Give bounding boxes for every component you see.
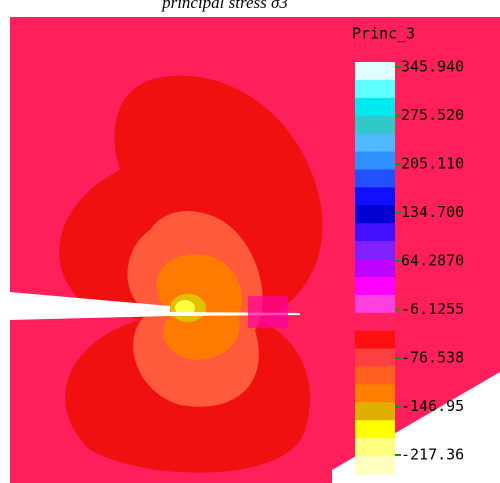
colorbar-tick-label: -217.36 [401, 446, 464, 464]
crack-tip-zone [248, 296, 288, 328]
colorbar-swatch [355, 223, 395, 242]
colorbar-swatch [355, 366, 395, 385]
contour-yellow [175, 300, 195, 316]
colorbar-swatch [355, 348, 395, 368]
colorbar-swatch [355, 115, 395, 135]
colorbar-swatch [355, 402, 395, 421]
colorbar-tick-label: 64.2870 [401, 252, 464, 270]
colorbar-tick-label: -6.1255 [401, 300, 464, 318]
colorbar-swatch [355, 79, 395, 99]
colorbar-swatch [355, 294, 395, 314]
colorbar-tick-label: 205.110 [401, 155, 464, 173]
colorbar-swatch [355, 62, 395, 81]
colorbar-swatch [355, 384, 395, 403]
colorbar-swatch [355, 187, 395, 206]
colorbar-swatch [355, 312, 395, 332]
colorbar-swatch [355, 151, 395, 170]
colorbar-swatch [355, 169, 395, 188]
colorbar-swatch [355, 205, 395, 224]
colorbar-tick-label: -146.95 [401, 397, 464, 415]
colorbar-swatch [355, 456, 395, 475]
colorbar-swatch [355, 438, 395, 457]
chart-title: principal stress σ3 [161, 0, 288, 12]
colorbar-swatch [355, 276, 395, 296]
colorbar-swatch [355, 259, 395, 278]
colorbar-swatch [355, 330, 395, 350]
colorbar-swatch [355, 97, 395, 117]
crack [10, 292, 300, 320]
colorbar-tick-label: -76.538 [401, 349, 464, 367]
colorbar-swatch [355, 133, 395, 153]
colorbar-tick-label: 275.520 [401, 106, 464, 124]
colorbar-tick-label: 134.700 [401, 203, 464, 221]
colorbar-swatch [355, 241, 395, 260]
colorbar-swatch [355, 420, 395, 439]
colorbar-title: Princ_3 [352, 25, 415, 43]
colorbar-tick-label: 345.940 [401, 58, 464, 76]
